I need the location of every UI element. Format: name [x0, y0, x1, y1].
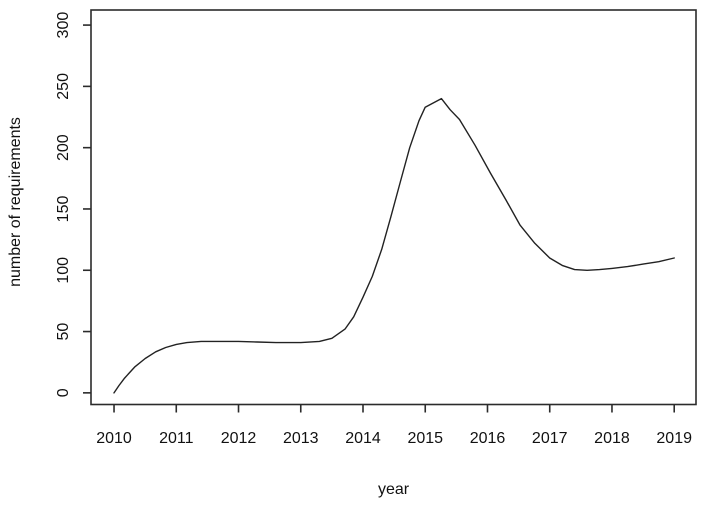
y-axis-title: number of requirements: [7, 117, 24, 287]
y-tick-label: 200: [55, 134, 72, 161]
y-tick-label: 250: [55, 73, 72, 100]
x-tick-label: 2014: [345, 430, 381, 447]
x-tick-label: 2019: [656, 430, 692, 447]
x-tick-label: 2018: [594, 430, 630, 447]
x-tick-label: 2010: [96, 430, 132, 447]
x-tick-label: 2013: [283, 430, 319, 447]
y-tick-label: 300: [55, 12, 72, 39]
x-tick-label: 2016: [470, 430, 506, 447]
y-tick-label: 0: [55, 388, 72, 397]
x-tick-label: 2017: [532, 430, 568, 447]
y-tick-label: 100: [55, 257, 72, 284]
data-line: [113, 97, 675, 394]
y-tick-label: 50: [55, 323, 72, 341]
x-axis-title: year: [378, 481, 410, 498]
y-tick-label: 150: [55, 196, 72, 223]
x-tick-label: 2012: [221, 430, 257, 447]
x-tick-label: 2015: [407, 430, 443, 447]
plot-box: [90, 9, 697, 406]
x-tick-label: 2011: [159, 430, 194, 447]
